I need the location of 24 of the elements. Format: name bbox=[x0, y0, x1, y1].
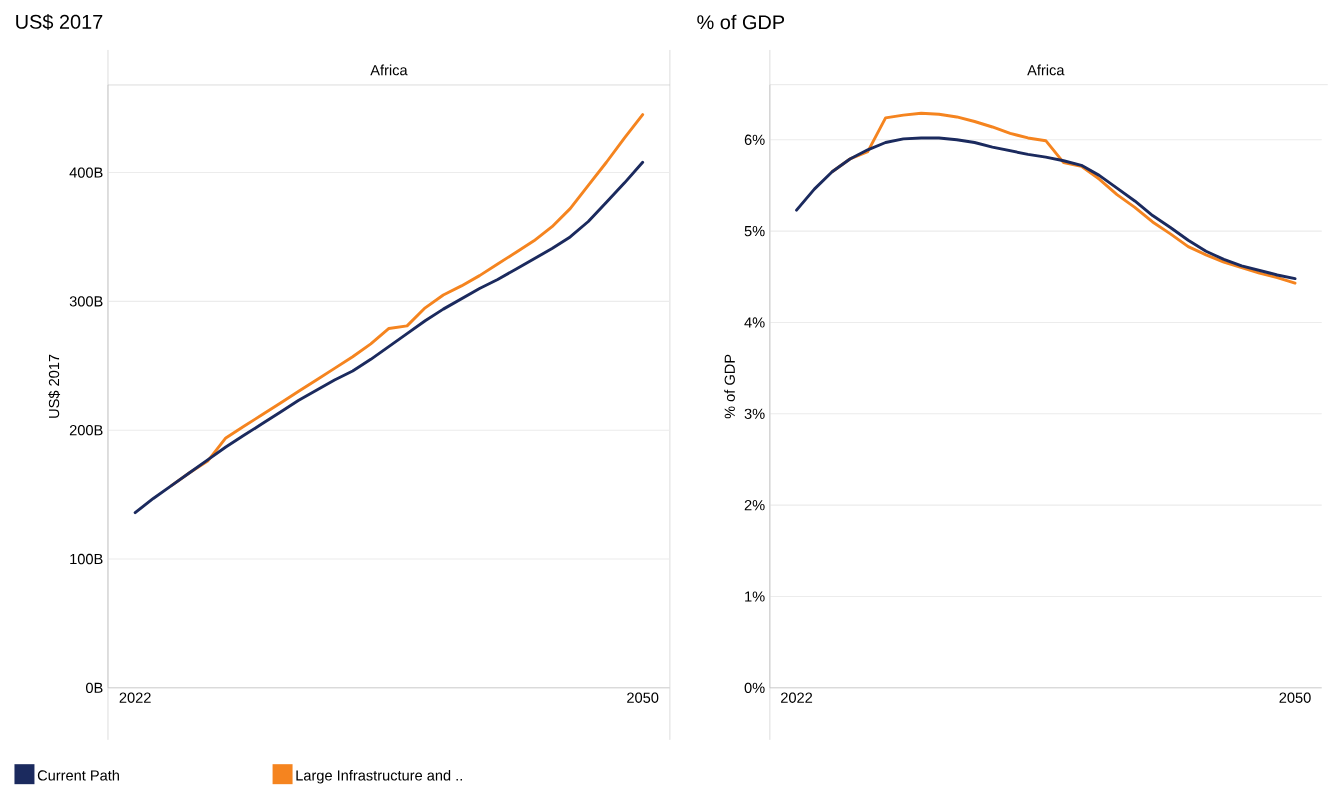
y-tick-label: 0% bbox=[744, 682, 765, 694]
chart-subtitle: Africa bbox=[1027, 64, 1065, 76]
y-tick-label: 100B bbox=[70, 553, 103, 565]
chart-title: % of GDP bbox=[697, 14, 785, 30]
y-axis-title: US$ 2017 bbox=[48, 354, 61, 418]
y-tick-label: 6% bbox=[744, 134, 765, 146]
x-tick-label: 2022 bbox=[119, 692, 151, 703]
y-tick-label: 4% bbox=[744, 317, 765, 328]
y-axis-title: % of GDP bbox=[724, 354, 735, 419]
x-tick-label: 2022 bbox=[781, 692, 813, 703]
y-tick-label: 5% bbox=[744, 226, 765, 237]
y-tick-label: 1% bbox=[745, 591, 765, 602]
chart-subtitle: Africa bbox=[370, 64, 408, 76]
y-tick-label: 400B bbox=[69, 167, 103, 178]
y-tick-label: 2% bbox=[744, 500, 765, 511]
legend-label: Large Infrastructure and .. bbox=[296, 770, 462, 784]
y-tick-label: 3% bbox=[744, 408, 765, 420]
y-tick-label: 300B bbox=[69, 296, 103, 307]
chart-title: US$ 2017 bbox=[16, 14, 103, 31]
legend-label: Current Path bbox=[37, 770, 119, 781]
x-tick-label: 2050 bbox=[627, 692, 659, 703]
x-tick-label: 2050 bbox=[1279, 692, 1311, 703]
y-tick-label: 0B bbox=[85, 682, 103, 694]
y-tick-label: 200B bbox=[69, 425, 103, 436]
